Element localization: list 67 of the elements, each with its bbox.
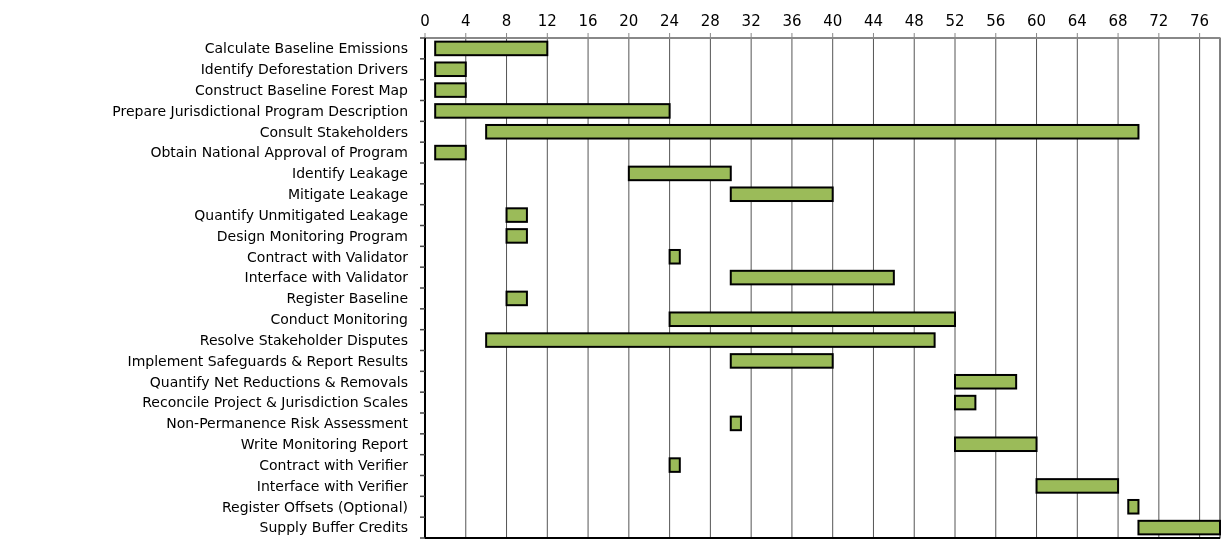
x-tick-label: 68 xyxy=(1108,12,1128,30)
y-tick-label: Register Baseline xyxy=(286,290,408,307)
bar xyxy=(954,373,1018,390)
bar xyxy=(1127,498,1140,515)
bar xyxy=(1035,478,1120,494)
y-tick-label: Contract with Validator xyxy=(247,248,409,265)
x-tick-label: 52 xyxy=(945,12,965,30)
bar xyxy=(505,207,528,223)
bar xyxy=(434,103,671,119)
x-tick-label: 0 xyxy=(420,12,430,30)
bar xyxy=(954,436,1038,453)
x-tick-label: 64 xyxy=(1067,12,1087,30)
x-tick-label: 40 xyxy=(823,12,843,30)
y-tick-label: Conduct Monitoring xyxy=(270,311,408,328)
bar xyxy=(485,123,1140,140)
x-tick-label: 44 xyxy=(863,12,884,30)
bar xyxy=(729,415,742,432)
y-tick-label: Resolve Stakeholder Disputes xyxy=(199,331,408,348)
y-tick-label: Reconcile Project & Jurisdiction Scales xyxy=(142,394,408,411)
bar xyxy=(729,186,834,203)
x-tick-label: 56 xyxy=(986,12,1006,30)
bar xyxy=(434,144,467,161)
bar xyxy=(434,82,467,98)
y-tick-label: Identify Leakage xyxy=(292,165,408,182)
x-tick-label: 72 xyxy=(1149,12,1169,30)
y-tick-label: Identify Deforestation Drivers xyxy=(200,61,408,78)
y-tick-label: Quantify Net Reductions & Removals xyxy=(149,373,408,390)
x-tick-label: 48 xyxy=(904,12,924,30)
y-tick-label: Implement Safeguards & Report Results xyxy=(127,352,408,369)
x-tick-label: 16 xyxy=(578,12,598,30)
y-tick-label: Supply Buffer Credits xyxy=(259,519,408,536)
bar xyxy=(485,332,936,348)
bar xyxy=(668,457,681,473)
bar xyxy=(954,394,977,411)
y-tick-label: Interface with Verifier xyxy=(256,477,409,494)
y-tick-label: Write Monitoring Report xyxy=(240,436,409,453)
bar xyxy=(505,290,528,307)
y-tick-label: Design Monitoring Program xyxy=(216,227,408,244)
x-tick-label: 76 xyxy=(1190,12,1210,30)
y-tick-label: Register Offsets (Optional) xyxy=(221,498,408,515)
x-tick-label: 12 xyxy=(537,12,557,30)
bar xyxy=(729,353,834,369)
y-tick-label: Mitigate Leakage xyxy=(287,186,408,203)
bar xyxy=(668,248,681,265)
y-tick-label: Contract with Verifier xyxy=(259,456,409,473)
bar xyxy=(434,61,467,78)
y-tick-label: Interface with Validator xyxy=(244,269,409,286)
x-tick-label: 4 xyxy=(461,12,471,30)
y-tick-label: Quantify Unmitigated Leakage xyxy=(194,206,408,223)
bar xyxy=(434,40,549,57)
y-tick-label: Consult Stakeholders xyxy=(259,123,408,140)
x-tick-label: 36 xyxy=(782,12,802,30)
x-tick-label: 20 xyxy=(619,12,639,30)
bar xyxy=(668,311,956,328)
y-tick-label: Prepare Jurisdictional Program Description xyxy=(112,102,408,119)
bar xyxy=(729,269,895,286)
x-tick-label: 28 xyxy=(700,12,720,30)
x-tick-label: 24 xyxy=(660,12,680,30)
x-tick-label: 8 xyxy=(501,12,512,30)
x-tick-label: 60 xyxy=(1026,12,1047,30)
y-tick-label: Calculate Baseline Emissions xyxy=(204,40,408,57)
y-tick-label: Non-Permanence Risk Assessment xyxy=(166,415,409,432)
bar xyxy=(627,165,732,182)
bar xyxy=(505,228,528,244)
y-tick-label: Construct Baseline Forest Map xyxy=(194,81,409,98)
x-tick-label: 32 xyxy=(741,12,761,30)
y-tick-label: Obtain National Approval of Program xyxy=(150,144,408,161)
